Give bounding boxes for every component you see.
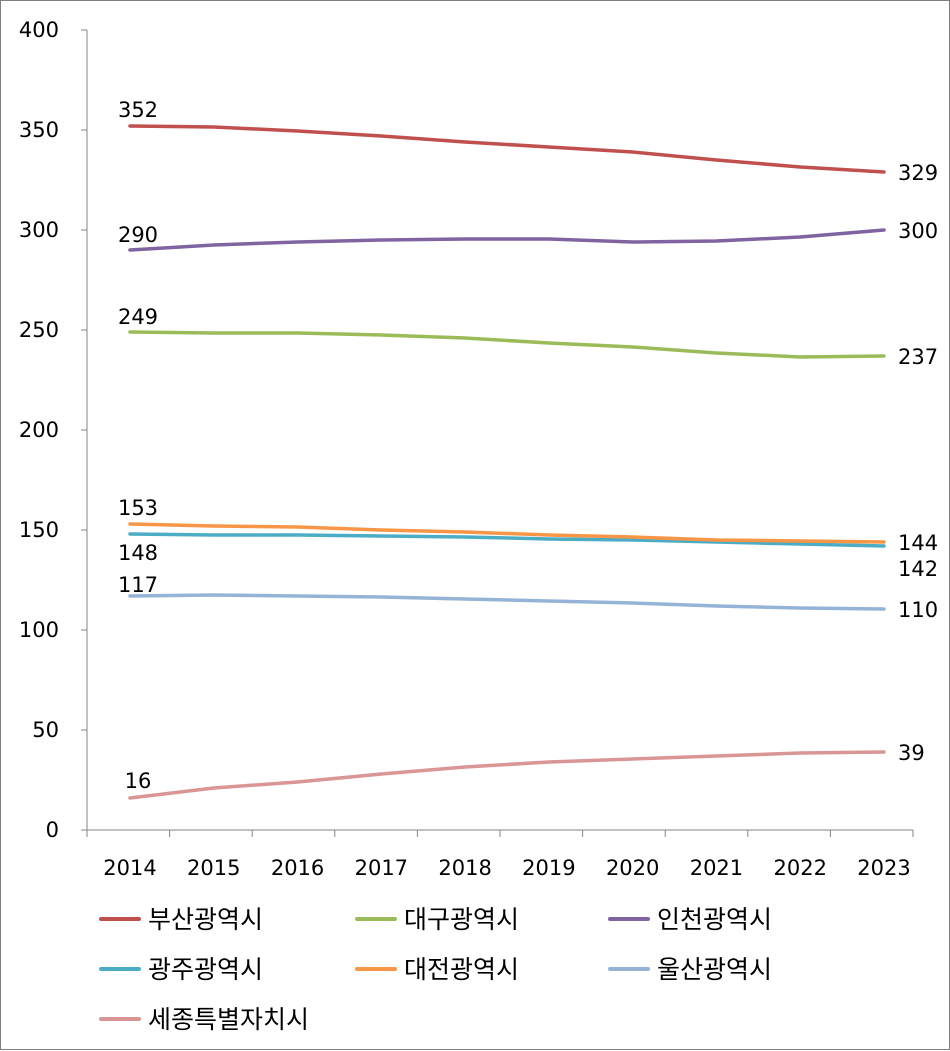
- x-tick-label: 2019: [522, 856, 575, 880]
- y-tick-label: 100: [19, 618, 59, 642]
- legend-label: 대구광역시: [404, 905, 519, 934]
- x-tick-label: 2022: [773, 856, 826, 880]
- data-label: 290: [118, 223, 158, 247]
- legend-label: 부산광역시: [148, 905, 263, 934]
- series-line: [128, 228, 886, 252]
- data-label: 237: [898, 345, 938, 369]
- y-tick-label: 0: [46, 818, 59, 842]
- data-label: 142: [898, 557, 938, 581]
- legend-label: 세종특별자치시: [148, 1005, 309, 1034]
- y-tick-label: 350: [19, 118, 59, 142]
- data-label: 352: [118, 98, 158, 122]
- y-tick-label: 50: [32, 718, 59, 742]
- data-label: 300: [898, 219, 938, 243]
- data-label: 148: [118, 541, 158, 565]
- y-tick-label: 200: [19, 418, 59, 442]
- data-label: 153: [118, 496, 158, 520]
- series-line: [128, 593, 886, 611]
- series-line: [128, 124, 886, 174]
- data-label: 144: [898, 531, 938, 555]
- data-label: 249: [118, 305, 158, 329]
- series-line: [128, 532, 886, 548]
- data-label: 16: [125, 769, 152, 793]
- y-tick-label: 400: [19, 18, 59, 42]
- x-tick-label: 2021: [690, 856, 743, 880]
- x-tick-label: 2015: [187, 856, 240, 880]
- series-line: [128, 750, 886, 800]
- x-tick-label: 2018: [438, 856, 491, 880]
- legend-label: 울산광역시: [657, 955, 772, 984]
- legend-label: 인천광역시: [657, 905, 772, 934]
- x-tick-label: 2014: [103, 856, 156, 880]
- x-tick-label: 2020: [606, 856, 659, 880]
- series-line: [128, 330, 886, 359]
- x-tick-label: 2017: [355, 856, 408, 880]
- legend-label: 광주광역시: [148, 955, 263, 984]
- series-line: [128, 522, 886, 544]
- y-tick-label: 250: [19, 318, 59, 342]
- data-label: 117: [118, 573, 158, 597]
- y-tick-label: 150: [19, 518, 59, 542]
- data-label: 329: [898, 161, 938, 185]
- x-tick-label: 2023: [857, 856, 910, 880]
- legend-label: 대전광역시: [404, 955, 519, 984]
- data-label: 110: [898, 598, 938, 622]
- x-tick-label: 2016: [271, 856, 324, 880]
- y-tick-label: 300: [19, 218, 59, 242]
- data-label: 39: [898, 741, 925, 765]
